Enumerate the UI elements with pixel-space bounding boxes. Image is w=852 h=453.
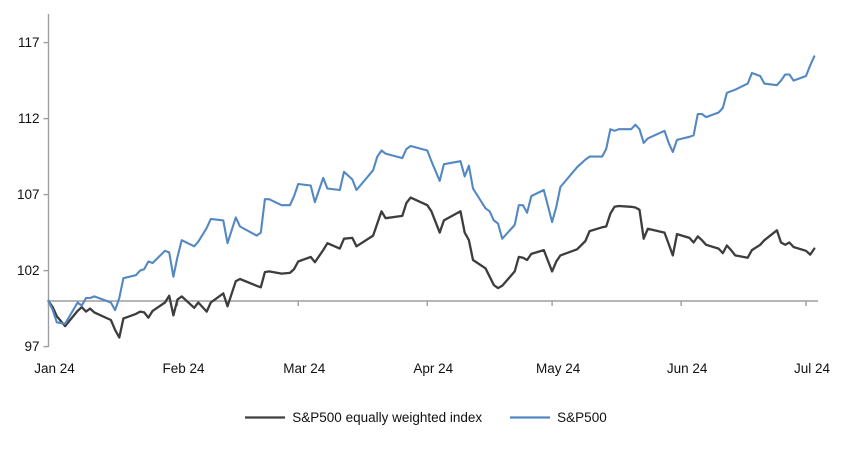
y-tick-label: 117: [18, 35, 40, 50]
x-tick-label: Jun 24: [667, 361, 708, 376]
x-tick-label: Apr 24: [413, 361, 453, 376]
y-tick-label: 102: [17, 263, 40, 278]
x-tick-label: Jan 24: [34, 361, 75, 376]
sp500-line-swatch: [510, 416, 551, 419]
equal-weight-line-swatch: [245, 416, 286, 419]
legend-item-equal-weight: S&P500 equally weighted index: [245, 410, 482, 425]
x-tick-label: Feb 24: [163, 361, 206, 376]
legend-label-sp500: S&P500: [557, 410, 607, 425]
equal-weight-line: [47, 196, 816, 339]
y-tick-label: 107: [17, 187, 40, 202]
legend-item-sp500: S&P500: [510, 410, 607, 425]
y-tick-label: 97: [24, 339, 39, 354]
x-tick-label: Mar 24: [283, 361, 326, 376]
x-tick-label: Jul 24: [794, 361, 831, 376]
legend-label-equal-weight: S&P500 equally weighted index: [292, 410, 483, 425]
sp500-line: [47, 55, 816, 325]
x-tick-label: May 24: [536, 361, 581, 376]
chart-legend: S&P500 equally weighted index S&P500: [0, 410, 852, 425]
y-tick-label: 112: [18, 111, 40, 126]
